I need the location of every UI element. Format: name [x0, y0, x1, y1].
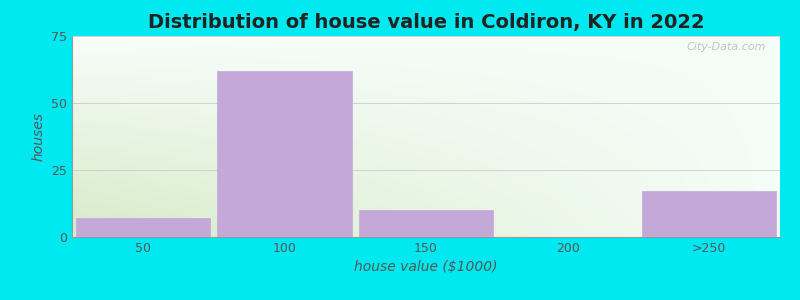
Title: Distribution of house value in Coldiron, KY in 2022: Distribution of house value in Coldiron,…	[148, 13, 704, 32]
X-axis label: house value ($1000): house value ($1000)	[354, 260, 498, 274]
Bar	[358, 210, 494, 237]
Text: City-Data.com: City-Data.com	[686, 42, 766, 52]
Bar	[642, 191, 777, 237]
Y-axis label: houses: houses	[31, 112, 46, 161]
Bar	[217, 71, 352, 237]
Bar	[75, 218, 210, 237]
